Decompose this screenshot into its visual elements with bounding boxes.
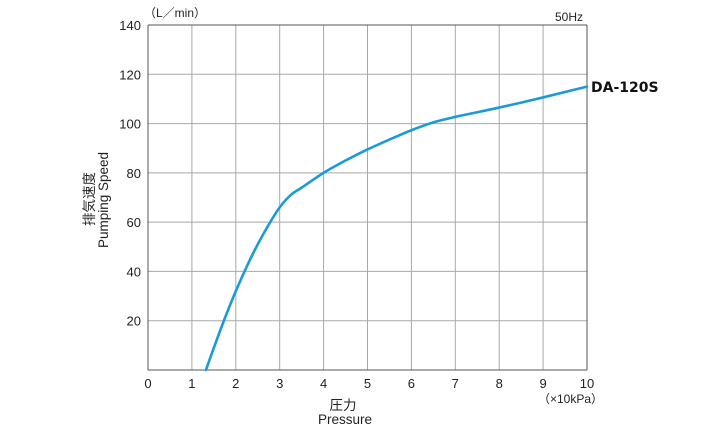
y-tick-label: 100 (119, 117, 141, 132)
x-axis-title-en: Pressure (318, 412, 372, 427)
x-tick-label: 7 (452, 376, 459, 391)
x-unit-label: （×10kPa） (538, 392, 603, 406)
y-axis-title-en: Pumping Speed (96, 152, 111, 248)
y-tick-label: 40 (127, 264, 141, 279)
y-axis-title-jp: 排気速度 (82, 172, 97, 226)
x-tick-label: 8 (496, 376, 503, 391)
x-tick-label: 3 (276, 376, 283, 391)
x-tick-label: 5 (364, 376, 371, 391)
series-line-da-120s (204, 85, 589, 372)
y-tick-label: 140 (119, 18, 141, 33)
y-tick-label: 20 (127, 314, 141, 329)
x-tick-label: 2 (232, 376, 239, 391)
condition-label: 50Hz (555, 10, 583, 24)
y-tick-label: 80 (127, 166, 141, 181)
x-tick-label: 4 (320, 376, 327, 391)
y-unit-label: （L／min） (144, 6, 206, 20)
series-label-da-120s: DA-120S (591, 80, 659, 96)
x-tick-label: 1 (188, 376, 195, 391)
x-tick-label: 6 (408, 376, 415, 391)
x-tick-label: 9 (539, 376, 546, 391)
x-tick-label: 10 (580, 376, 594, 391)
y-tick-label: 60 (127, 215, 141, 230)
tick-labels: 0 1 2 3 4 5 6 7 8 9 10 20 40 60 80 100 120 140 (119, 18, 594, 391)
y-tick-label: 120 (119, 67, 141, 82)
x-axis-title-jp: 圧力 (330, 398, 357, 413)
x-tick-label: 0 (144, 376, 151, 391)
grid (147, 24, 588, 371)
